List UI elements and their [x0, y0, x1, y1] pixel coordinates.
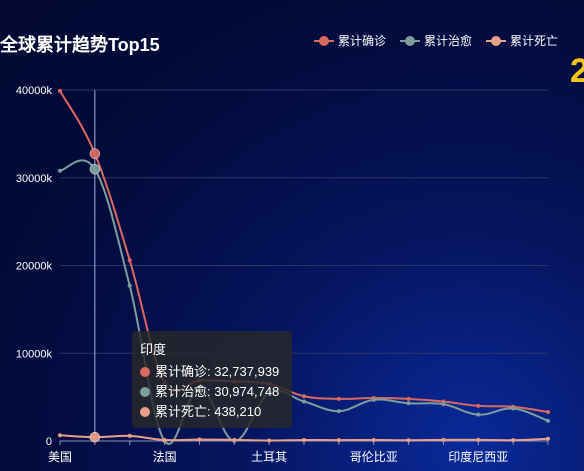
data-point: [127, 283, 132, 288]
legend-item-confirmed[interactable]: 累计确诊: [314, 32, 386, 49]
page-title: 全球累计趋势Top15: [0, 35, 160, 55]
data-point-highlight: [89, 148, 101, 159]
data-point: [302, 399, 306, 404]
tooltip-title: 印度: [140, 342, 167, 357]
data-point: [511, 406, 516, 411]
data-point: [371, 437, 376, 442]
x-tick-label: 哥伦比亚: [350, 449, 398, 464]
y-tick-label: 30000k: [16, 173, 53, 185]
corner-number: 2: [570, 52, 584, 90]
legend-item-recovered[interactable]: 累计治愈: [400, 32, 472, 49]
y-tick-label: 10000k: [16, 348, 53, 360]
y-tick-label: 0: [46, 436, 52, 448]
legend-marker-deaths-icon: [486, 35, 507, 46]
data-point: [546, 410, 550, 415]
tooltip-value-deaths: 累计死亡: 438,210: [155, 404, 262, 419]
data-point: [476, 403, 481, 408]
tooltip-dot-recovered-icon: [140, 387, 150, 397]
data-point-highlight: [89, 431, 101, 443]
chart-tooltip: 印度 累计确诊: 32,737,939 累计治愈: 30,974,748 累计死…: [132, 331, 292, 428]
legend-label-deaths: 累计死亡: [510, 34, 559, 48]
data-point: [58, 88, 62, 93]
legend-item-deaths[interactable]: 累计死亡: [486, 32, 558, 49]
data-point: [302, 394, 306, 399]
data-point: [302, 438, 306, 443]
data-point: [546, 436, 550, 441]
data-point: [441, 437, 446, 442]
data-point: [162, 437, 167, 442]
y-tick-label: 40000k: [16, 85, 53, 97]
legend: 累计确诊 累计治愈 累计死亡: [314, 32, 558, 49]
data-point: [441, 402, 446, 407]
data-point: [476, 412, 481, 417]
data-point: [511, 438, 516, 443]
data-point: [476, 437, 481, 442]
data-point: [58, 168, 62, 173]
legend-label-recovered: 累计治愈: [424, 34, 473, 48]
tooltip-value-recovered: 累计治愈: 30,974,748: [155, 384, 280, 399]
data-point: [371, 397, 376, 402]
data-point: [336, 409, 341, 414]
x-tick-label: 法国: [153, 450, 177, 464]
data-point: [197, 437, 202, 442]
tooltip-row-recovered: 累计治愈: 30,974,748: [140, 382, 284, 402]
tooltip-row-deaths: 累计死亡: 438,210: [140, 402, 284, 422]
legend-label-confirmed: 累计确诊: [338, 34, 387, 48]
data-point: [58, 433, 62, 438]
data-point: [127, 433, 132, 438]
tooltip-dot-confirmed-icon: [140, 367, 150, 377]
legend-marker-recovered-icon: [400, 35, 421, 46]
data-point-highlight: [89, 163, 101, 175]
data-point: [127, 258, 132, 263]
data-point: [406, 401, 411, 406]
x-tick-label: 美国: [48, 450, 72, 464]
data-point: [267, 438, 272, 443]
data-point: [336, 396, 341, 401]
data-point: [406, 396, 411, 401]
data-point: [546, 418, 550, 423]
data-point: [406, 438, 411, 443]
x-tick-label: 印度尼西亚: [448, 449, 508, 464]
tooltip-dot-deaths-icon: [140, 407, 150, 417]
y-tick-label: 20000k: [16, 261, 53, 273]
legend-marker-confirmed-icon: [314, 35, 334, 46]
x-tick-label: 土耳其: [251, 450, 287, 464]
tooltip-value-confirmed: 累计确诊: 32,737,939: [155, 364, 280, 379]
data-point: [336, 438, 341, 443]
tooltip-row-confirmed: 累计确诊: 32,737,939: [140, 362, 284, 382]
data-point: [232, 437, 237, 442]
